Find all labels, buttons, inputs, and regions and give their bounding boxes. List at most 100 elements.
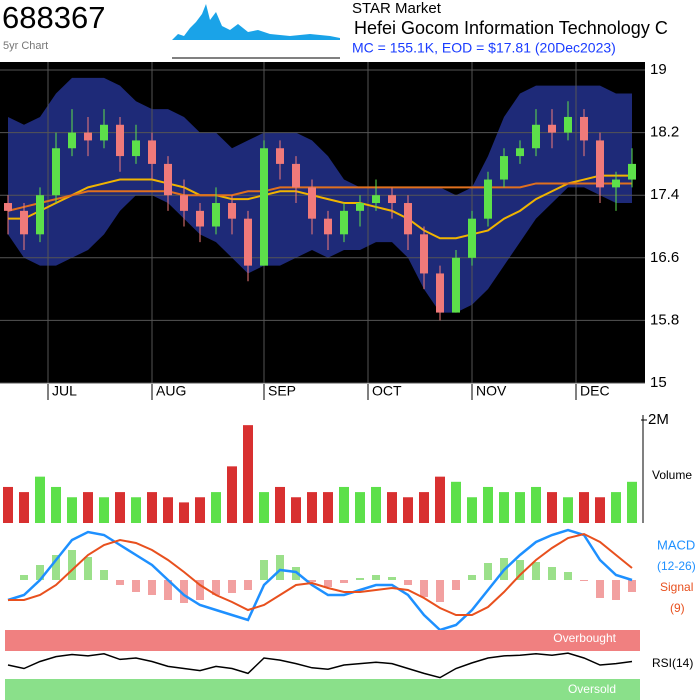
macd-period: (12-26) [657,559,696,573]
volume-bar [387,492,397,523]
macd-histogram [628,580,636,592]
volume-bar [163,497,173,523]
rsi-label: RSI(14) [652,656,693,670]
candle-body [436,273,444,313]
volume-bar [35,476,45,523]
volume-bar [563,497,573,523]
macd-histogram [228,580,236,593]
macd-histogram [356,578,364,580]
candle-body [228,203,236,219]
volume-bar [115,492,125,523]
candle-body [52,148,60,196]
volume-bar [355,492,365,523]
y-tick-label: 15.8 [650,311,679,328]
macd-histogram [84,557,92,580]
candle-body [340,210,348,235]
volume-bar [147,492,157,523]
macd-histogram [148,580,156,595]
x-tick-label: JUL [52,383,77,399]
macd-histogram [100,570,108,580]
macd-histogram [308,580,316,582]
volume-bar [435,476,445,523]
macd-histogram [596,580,604,598]
x-tick-label: SEP [268,383,296,399]
macd-histogram [516,560,524,580]
macd-histogram [324,580,332,587]
candle-body [244,218,252,266]
macd-histogram [388,577,396,580]
candle-body [452,257,460,313]
candle-body [196,210,204,227]
macd-histogram [276,555,284,580]
macd-histogram [532,562,540,580]
macd-histogram [564,572,572,580]
macd-histogram [468,575,476,580]
candle-body [292,163,300,188]
macd-histogram [180,580,188,603]
candle-body [20,210,28,235]
candle-body [580,116,588,141]
x-tick-label: DEC [580,383,610,399]
volume-bar [515,492,525,523]
macd-histogram [52,555,60,580]
moving-average [8,174,632,240]
volume-bar [259,492,269,523]
candle-body [324,218,332,235]
signal-label: Signal [660,580,693,594]
volume-bar [419,492,429,523]
volume-bar [499,492,509,523]
volume-bar [403,497,413,523]
macd-histogram [116,580,124,585]
volume-bar [323,492,333,523]
macd-histogram [436,580,444,602]
rsi-line [7,652,633,679]
candle-body [148,140,156,164]
candle-body [484,179,492,219]
candle-body [468,218,476,258]
ticker: 688367 [2,0,105,35]
volume-bar [179,502,189,523]
candle-body [276,148,284,164]
volume-bar [243,425,253,523]
macd-histogram [68,550,76,580]
volume-bar [483,486,493,523]
candle-body [260,148,268,266]
macd-histogram [372,575,380,580]
candle-body [516,148,524,157]
oversold-label: Oversold [568,682,616,696]
candle-body [132,140,140,157]
candle-body [372,195,380,204]
macd-histogram [212,580,220,595]
candle-body [500,156,508,180]
moving-average [7,182,632,212]
candle-body [180,195,188,211]
candle-body [564,116,572,133]
macd-histogram [132,580,140,592]
thumbnail-area [172,4,340,40]
macd-histogram [36,565,44,580]
macd-histogram [244,580,252,590]
market: STAR Market [352,0,442,17]
candle-body [164,163,172,196]
candle-body [308,187,316,219]
candle-body [628,163,636,180]
candle-body [596,140,604,188]
volume-bar [467,497,477,523]
volume-bar [451,481,461,523]
volume-bar [307,492,317,523]
signal-period: (9) [670,601,685,615]
overbought-label: Overbought [553,631,616,645]
overbought-zone [5,630,640,651]
macd-histogram [20,575,28,580]
candle-body [84,132,92,141]
y-tick-label: 17.4 [650,186,679,203]
macd-histogram [580,580,588,581]
x-tick-label: OCT [372,383,402,399]
volume-bar [371,486,381,523]
y-tick-label: 2M [648,411,669,428]
y-tick-label: 19 [650,61,667,78]
candle-body [404,203,412,235]
volume-bar [275,486,285,523]
volume-bar [83,492,93,523]
